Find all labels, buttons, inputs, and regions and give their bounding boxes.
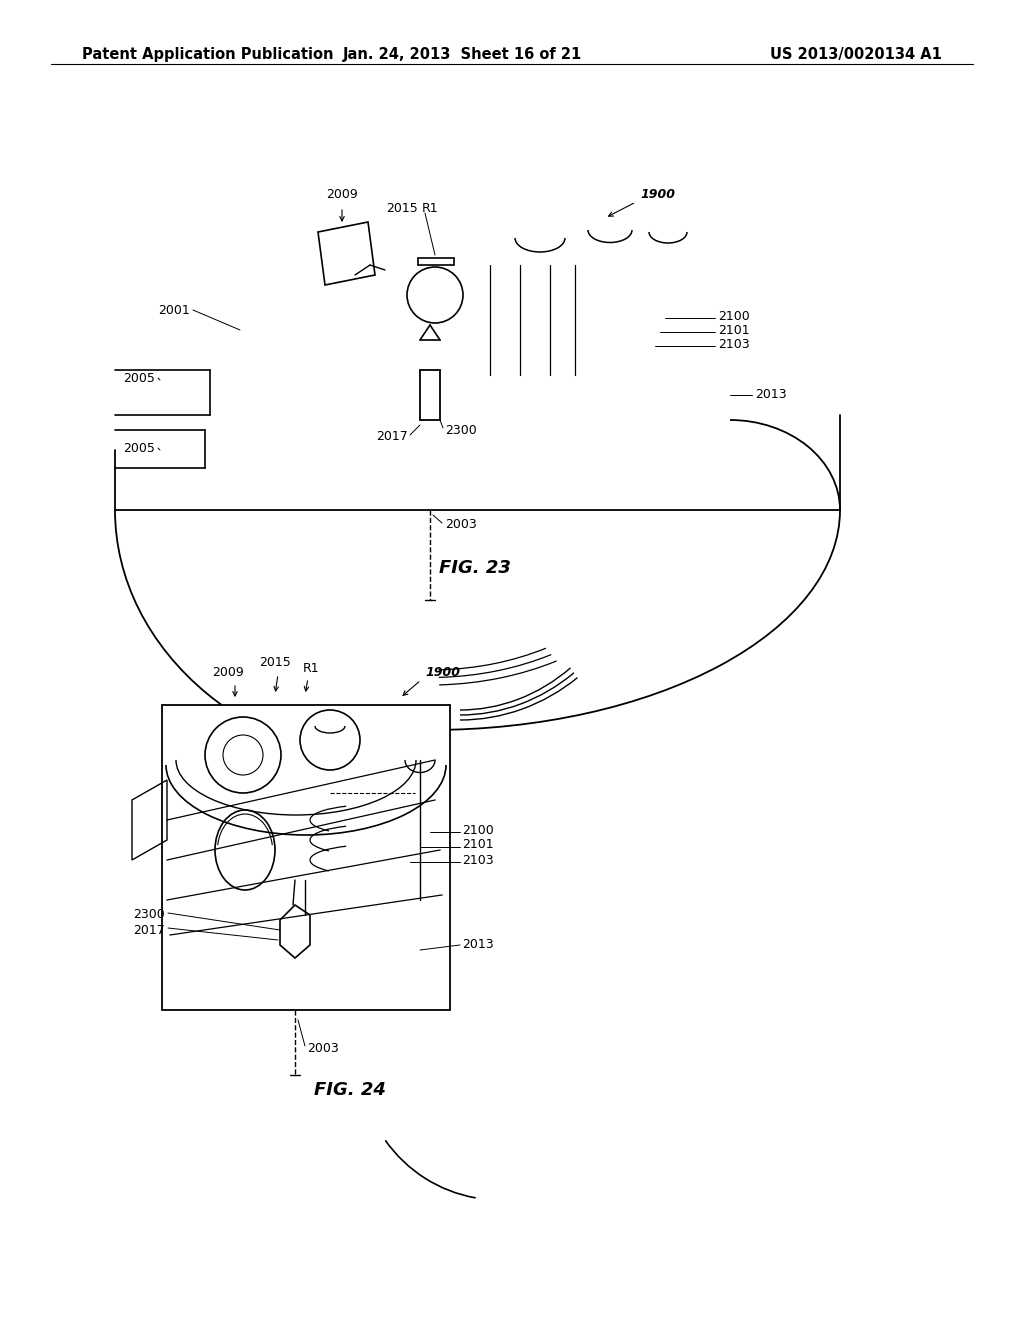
Text: 2015: 2015 (386, 202, 418, 214)
Text: 2009: 2009 (326, 189, 357, 202)
Text: 2101: 2101 (462, 838, 494, 851)
Text: R1: R1 (422, 202, 438, 214)
Text: FIG. 24: FIG. 24 (314, 1081, 386, 1100)
Text: 2100: 2100 (462, 824, 494, 837)
Text: 2015: 2015 (259, 656, 291, 669)
Text: 2003: 2003 (307, 1041, 339, 1055)
Text: R1: R1 (303, 661, 319, 675)
Bar (162, 705, 450, 1010)
Text: 2005: 2005 (123, 441, 155, 454)
Text: 2003: 2003 (445, 519, 477, 532)
Text: 1900: 1900 (640, 189, 675, 202)
Text: 2103: 2103 (718, 338, 750, 351)
Text: 2013: 2013 (462, 939, 494, 952)
Text: FIG. 23: FIG. 23 (439, 558, 511, 577)
Text: 2300: 2300 (133, 908, 165, 921)
Text: 2300: 2300 (445, 424, 477, 437)
Text: 2009: 2009 (212, 667, 244, 680)
Text: 2100: 2100 (718, 309, 750, 322)
Text: 2001: 2001 (159, 304, 190, 317)
Text: 2017: 2017 (133, 924, 165, 936)
Text: 2013: 2013 (755, 388, 786, 401)
Text: Jan. 24, 2013  Sheet 16 of 21: Jan. 24, 2013 Sheet 16 of 21 (342, 46, 582, 62)
Text: Patent Application Publication: Patent Application Publication (82, 46, 334, 62)
Text: 2005: 2005 (123, 371, 155, 384)
Text: US 2013/0020134 A1: US 2013/0020134 A1 (770, 46, 942, 62)
Text: 2103: 2103 (462, 854, 494, 866)
Text: 2101: 2101 (718, 323, 750, 337)
Text: 1900: 1900 (425, 665, 460, 678)
Text: 2017: 2017 (376, 430, 408, 444)
